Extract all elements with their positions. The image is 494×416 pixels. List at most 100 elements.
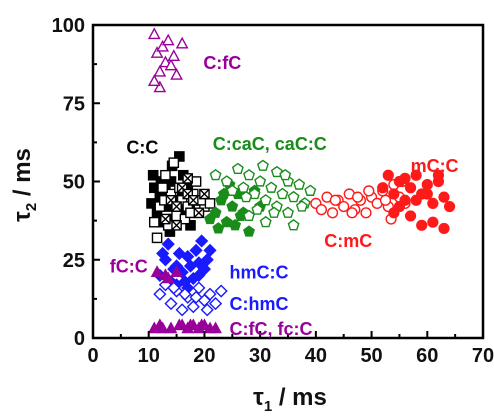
data-point xyxy=(315,204,328,216)
data-point xyxy=(259,215,272,228)
data-point xyxy=(168,157,180,169)
data-point xyxy=(156,39,170,52)
annotation-label: C:fC, fc:C xyxy=(230,319,313,339)
data-point xyxy=(170,265,183,277)
data-point xyxy=(156,321,170,334)
data-point xyxy=(382,169,394,181)
data-point xyxy=(192,268,206,282)
data-point xyxy=(377,182,389,194)
data-point xyxy=(404,182,417,194)
x-tick-label: 0 xyxy=(87,345,98,367)
axis-ticks: 0 10 20 30 40 50 60 70 0 25 50 75 100 xyxy=(52,15,494,367)
y-tick-label: 25 xyxy=(63,250,85,272)
x-tick-label: 20 xyxy=(193,345,215,367)
data-point xyxy=(287,190,300,203)
series-red-circle-filled xyxy=(377,169,456,235)
data-point xyxy=(174,151,185,162)
annotation-label: C:C xyxy=(126,137,158,157)
data-point xyxy=(147,169,159,181)
data-point xyxy=(161,237,175,251)
data-point xyxy=(427,216,439,228)
data-point xyxy=(164,58,178,71)
data-point xyxy=(153,287,167,301)
data-point xyxy=(226,200,239,212)
data-point xyxy=(214,284,228,298)
data-point xyxy=(209,321,222,334)
data-point xyxy=(147,27,161,40)
annotation-label: C:mC xyxy=(324,231,372,251)
annotation-label: fC:C xyxy=(110,256,148,276)
data-point xyxy=(184,318,197,331)
series-blue-diamond-open xyxy=(153,278,228,317)
annotation-label: C:caC, caC:C xyxy=(213,134,327,154)
data-point xyxy=(195,234,209,248)
annotations: C:fC C:C C:caC, caC:C mC:C C:mC hmC:C fC:C C:hm… xyxy=(110,53,459,339)
data-point xyxy=(338,200,350,213)
data-point xyxy=(243,168,255,181)
data-point xyxy=(410,194,422,206)
data-point xyxy=(243,209,255,221)
data-point xyxy=(182,173,194,184)
data-point xyxy=(208,296,223,311)
data-point xyxy=(203,243,217,257)
data-point xyxy=(259,194,272,206)
data-point xyxy=(438,222,450,235)
y-tick-label: 50 xyxy=(63,172,85,194)
data-point xyxy=(164,296,178,311)
data-point xyxy=(293,178,306,190)
x-axis-title: τ1 / ms xyxy=(253,384,327,415)
data-point xyxy=(156,246,170,261)
data-point xyxy=(243,225,255,237)
data-point xyxy=(231,162,244,175)
data-point xyxy=(226,184,239,196)
series-green-pentagon-open xyxy=(209,159,317,231)
data-point xyxy=(270,165,283,178)
data-point xyxy=(220,175,233,187)
y-tick-label: 0 xyxy=(74,328,85,350)
data-point xyxy=(379,194,392,206)
data-point xyxy=(416,219,428,231)
data-point xyxy=(176,194,188,206)
data-point xyxy=(295,200,308,212)
data-point xyxy=(427,197,439,210)
x-tick-label: 40 xyxy=(305,345,327,367)
data-point xyxy=(326,207,339,219)
y-tick-label: 75 xyxy=(63,93,85,115)
series-black-square-x-open xyxy=(160,173,210,231)
data-point xyxy=(185,220,196,231)
data-point xyxy=(183,259,198,273)
data-point xyxy=(393,200,406,213)
data-point xyxy=(254,175,267,187)
data-point xyxy=(187,194,199,206)
data-point xyxy=(209,168,222,181)
data-point xyxy=(192,281,206,295)
data-point xyxy=(438,191,450,203)
x-tick-label: 30 xyxy=(249,345,271,367)
data-point xyxy=(220,215,233,228)
x-tick-label: 70 xyxy=(472,345,494,367)
data-point xyxy=(167,281,181,295)
data-point xyxy=(195,318,209,331)
data-point xyxy=(421,179,433,191)
data-point xyxy=(268,206,281,218)
data-point xyxy=(175,303,189,317)
data-point xyxy=(279,168,292,181)
data-point xyxy=(172,246,186,261)
data-point xyxy=(153,80,167,93)
data-point xyxy=(212,222,225,234)
data-point xyxy=(229,219,242,231)
data-point xyxy=(209,206,222,218)
data-point xyxy=(178,287,192,301)
data-point xyxy=(346,207,358,219)
data-point xyxy=(421,188,433,200)
data-point xyxy=(157,182,168,194)
data-point xyxy=(147,74,161,87)
data-point xyxy=(148,216,160,228)
data-point xyxy=(287,219,300,231)
data-point xyxy=(240,190,253,203)
data-point xyxy=(304,184,317,196)
data-point xyxy=(200,303,214,317)
data-point xyxy=(199,188,210,200)
data-point xyxy=(251,203,264,215)
data-point xyxy=(153,64,167,77)
